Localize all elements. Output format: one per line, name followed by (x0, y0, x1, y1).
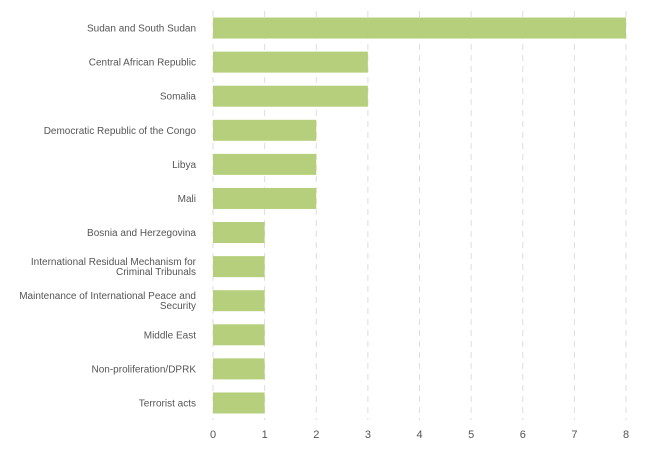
x-tick-label: 4 (416, 429, 422, 441)
bar-5 (213, 187, 317, 209)
category-label: International Residual Mechanism for Crim… (31, 257, 197, 278)
x-tick-label: 8 (623, 429, 629, 441)
category-label: Maintenance of International Peace and Se… (19, 291, 196, 312)
bar-3 (213, 119, 317, 141)
x-tick-label: 2 (313, 429, 319, 441)
bar-4 (213, 153, 317, 175)
x-tick-label: 3 (365, 429, 371, 441)
category-label: Somalia (160, 92, 197, 103)
bar-11 (213, 392, 265, 414)
bar-10 (213, 358, 265, 380)
category-label: Sudan and South Sudan (87, 24, 196, 35)
bar-0 (213, 17, 626, 39)
category-label: Libya (172, 160, 196, 171)
category-label: Mali (178, 194, 196, 205)
category-label: Non-proliferation/DPRK (92, 364, 197, 375)
x-tick-label: 0 (210, 429, 216, 441)
category-labels: Sudan and South Sudan Central African Rep… (19, 24, 196, 410)
bar-7 (213, 256, 265, 278)
category-label: Central African Republic (89, 58, 196, 69)
grid (212, 11, 627, 420)
x-tick-label: 6 (520, 429, 526, 441)
category-label: Democratic Republic of the Congo (44, 126, 197, 137)
bars (213, 17, 626, 414)
bar-6 (213, 222, 265, 244)
category-label: Bosnia and Herzegovina (87, 228, 196, 239)
bar-1 (213, 51, 368, 73)
x-axis-ticks: 0 1 2 3 4 5 6 7 8 (210, 429, 629, 441)
category-label: Terrorist acts (139, 398, 196, 409)
bar-2 (213, 85, 368, 107)
x-tick-label: 5 (468, 429, 474, 441)
x-tick-label: 7 (571, 429, 577, 441)
category-label: Middle East (144, 330, 196, 341)
bar-8 (213, 290, 265, 312)
x-tick-label: 1 (262, 429, 268, 441)
bar-9 (213, 324, 265, 346)
